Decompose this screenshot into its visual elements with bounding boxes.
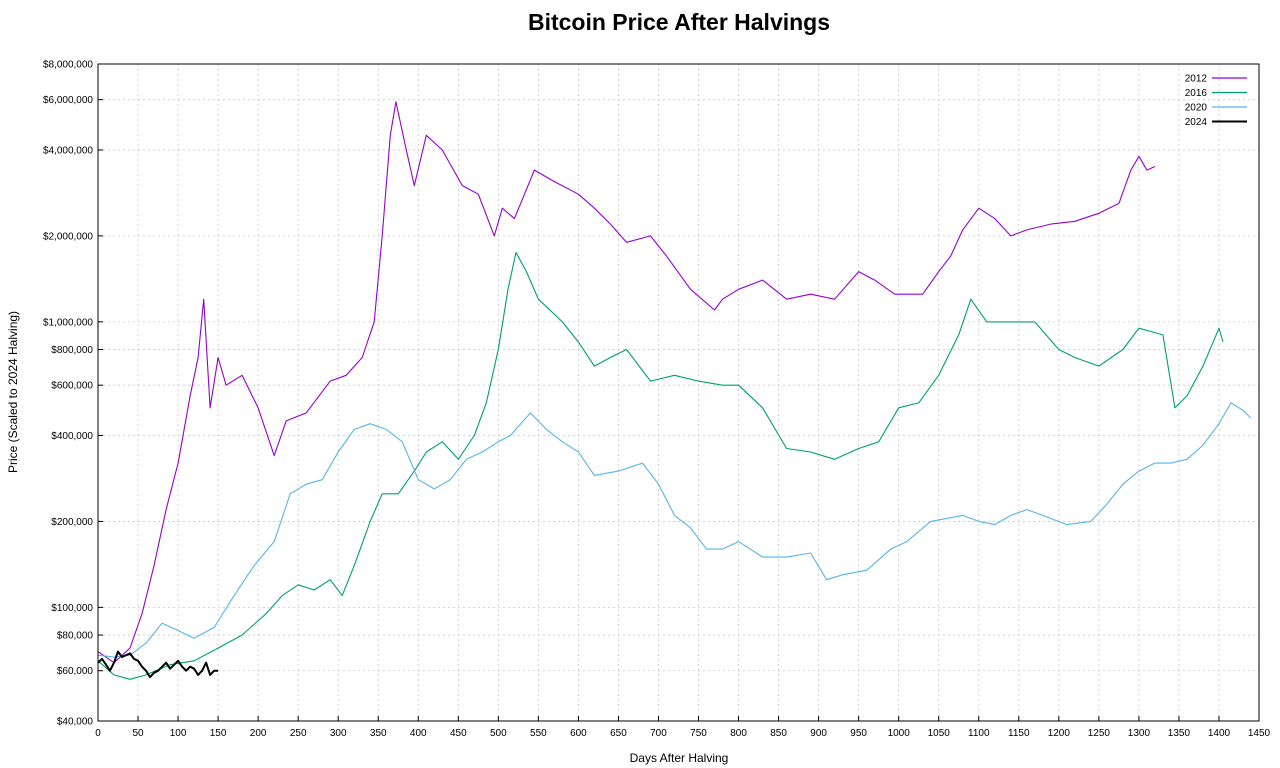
x-tick-label: 900	[810, 728, 827, 739]
x-tick-label: 1400	[1208, 728, 1231, 739]
x-tick-label: 850	[770, 728, 787, 739]
x-tick-label: 700	[650, 728, 667, 739]
y-axis-ticks: $40,000 $60,000 $80,000 $100,000 $200,000 $40…	[43, 60, 103, 728]
x-tick-label: 800	[730, 728, 747, 739]
series-line-2012	[97, 101, 1156, 664]
x-tick-label: 50	[132, 728, 144, 739]
series-line-2020	[97, 402, 1252, 658]
x-tick-label: 1300	[1128, 728, 1151, 739]
y-tick-label: $1,000,000	[43, 317, 93, 328]
y-tick-label: $80,000	[57, 631, 94, 642]
x-tick-label: 1050	[928, 728, 951, 739]
x-tick-label: 250	[290, 728, 307, 739]
y-tick-label: $4,000,000	[43, 145, 93, 156]
y-tick-label: $60,000	[57, 666, 94, 677]
y-tick-label: $100,000	[51, 603, 93, 614]
x-tick-label: 1450	[1248, 728, 1271, 739]
x-tick-label: 650	[610, 728, 627, 739]
y-tick-label: $40,000	[57, 717, 94, 728]
x-tick-label: 550	[530, 728, 547, 739]
x-tick-label: 200	[250, 728, 267, 739]
x-tick-label: 600	[570, 728, 587, 739]
y-tick-label: $6,000,000	[43, 95, 93, 106]
y-tick-label: $2,000,000	[43, 231, 93, 242]
y-axis-label: Price (Scaled to 2024 Halving)	[6, 311, 20, 473]
x-tick-label: 450	[450, 728, 467, 739]
x-tick-label: 1200	[1048, 728, 1071, 739]
series-line-2024	[97, 650, 219, 679]
x-tick-label: 150	[210, 728, 227, 739]
y-tick-label: $400,000	[51, 431, 93, 442]
x-tick-label: 1250	[1088, 728, 1111, 739]
x-tick-label: 350	[370, 728, 387, 739]
x-tick-label: 1350	[1168, 728, 1191, 739]
x-tick-label: 750	[690, 728, 707, 739]
grid-lines	[98, 64, 1259, 721]
chart-title: Bitcoin Price After Halvings	[528, 9, 830, 35]
plot-border	[97, 63, 1260, 722]
x-axis-ticks: 0 50 100 150 200 250 300 350 400 450 500 550 600 650 7…	[95, 716, 1271, 739]
legend-label-2024: 2024	[1185, 117, 1208, 128]
legend-label-2016: 2016	[1185, 88, 1208, 99]
legend: 2012 2016 2020 2024	[1185, 74, 1247, 128]
x-tick-label: 100	[170, 728, 187, 739]
legend-label-2020: 2020	[1185, 103, 1208, 114]
y-tick-label: $8,000,000	[43, 60, 93, 71]
series-line-2016	[97, 251, 1224, 680]
x-tick-label: 400	[410, 728, 427, 739]
x-tick-label: 0	[95, 728, 101, 739]
x-tick-label: 950	[850, 728, 867, 739]
x-tick-label: 1100	[968, 728, 990, 739]
x-tick-label: 1000	[888, 728, 911, 739]
series-lines	[97, 101, 1252, 680]
x-tick-label: 300	[330, 728, 347, 739]
x-tick-label: 1150	[1008, 728, 1030, 739]
y-tick-label: $600,000	[51, 381, 93, 392]
x-tick-label: 500	[490, 728, 507, 739]
x-axis-label: Days After Halving	[630, 751, 729, 765]
legend-label-2012: 2012	[1185, 74, 1208, 85]
y-tick-label: $800,000	[51, 345, 93, 356]
y-tick-label: $200,000	[51, 517, 93, 528]
